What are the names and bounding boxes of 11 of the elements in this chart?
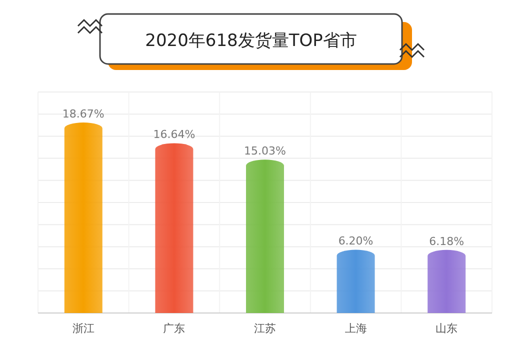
data-label: 6.20%	[338, 234, 374, 248]
x-tick-label: 山东	[436, 322, 458, 335]
data-label: 6.18%	[429, 234, 464, 248]
chart-title: 2020年618发货量TOP省市	[145, 31, 357, 51]
x-tick-label: 广东	[163, 322, 186, 335]
x-tick-label: 上海	[344, 322, 367, 335]
x-tick-label: 江苏	[254, 322, 276, 335]
x-tick-label: 浙江	[72, 322, 94, 335]
data-label: 18.67%	[62, 107, 104, 120]
data-label: 16.64%	[153, 128, 196, 142]
data-label: 15.03%	[244, 144, 286, 158]
